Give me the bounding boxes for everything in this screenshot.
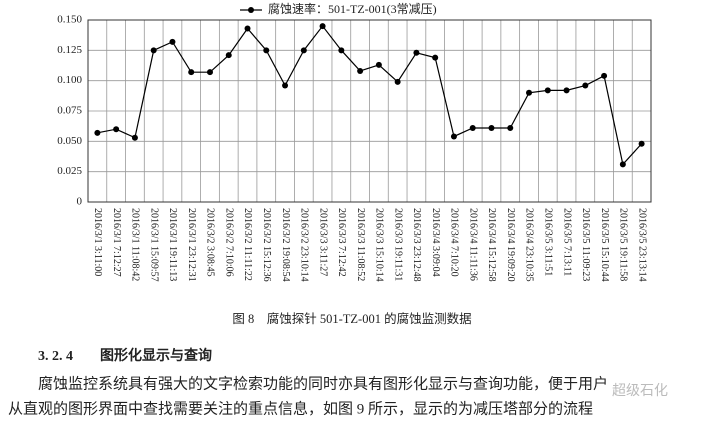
data-point <box>394 78 401 85</box>
data-point <box>225 52 232 59</box>
data-point <box>563 87 570 94</box>
data-point <box>526 89 533 96</box>
x-tick-label: 2016/3/2 23:10:14 <box>299 208 310 282</box>
data-point <box>375 61 382 68</box>
data-point <box>432 54 439 61</box>
data-point <box>338 47 345 54</box>
data-point <box>150 47 157 54</box>
data-point <box>319 23 326 30</box>
data-point <box>469 124 476 131</box>
x-tick-label: 2016/3/2 3:08:45 <box>205 208 216 277</box>
paragraph-line: 从直观的图形界面中查找需要关注的重点信息，如图 9 所示，显示的为减压塔部分的流… <box>8 400 593 417</box>
series-line <box>97 25 643 166</box>
x-tick-label: 2016/3/1 7:12:27 <box>111 208 122 277</box>
data-point <box>507 124 514 131</box>
data-point <box>450 133 457 140</box>
x-tick-label: 2016/3/3 7:12:42 <box>336 208 347 277</box>
data-point <box>488 124 495 131</box>
section-number: 3. 2. 4 <box>38 349 73 364</box>
x-tick-label: 2016/3/2 11:11:22 <box>242 208 253 281</box>
data-point <box>244 25 251 32</box>
x-tick-label: 2016/3/3 23:12:48 <box>411 208 422 282</box>
data-point <box>300 47 307 54</box>
x-tick-label: 2016/3/4 11:11:36 <box>467 208 478 281</box>
x-tick-label: 2016/3/3 19:11:31 <box>392 208 403 281</box>
x-tick-label: 2016/3/2 19:08:54 <box>280 208 291 282</box>
x-tick-label: 2016/3/1 23:12:31 <box>186 208 197 282</box>
y-tick-label: 0.100 <box>57 74 82 86</box>
y-tick-label: 0.150 <box>57 14 82 26</box>
data-point <box>263 47 270 54</box>
plot-frame <box>87 19 652 203</box>
data-point <box>357 67 364 74</box>
x-tick-label: 2016/3/4 3:09:04 <box>430 208 441 277</box>
data-point <box>188 69 195 76</box>
x-tick-label: 2016/3/5 3:11:51 <box>542 208 553 276</box>
x-tick-label: 2016/3/4 19:09:20 <box>505 208 516 282</box>
legend-marker <box>248 7 254 13</box>
y-tick-label: 0.125 <box>57 44 82 56</box>
x-tick-label: 2016/3/4 15:12:58 <box>486 208 497 282</box>
watermark: 超级石化 <box>612 383 668 399</box>
data-point <box>544 87 551 94</box>
x-tick-label: 2016/3/4 7:10:20 <box>449 208 460 277</box>
section-title: 图形化显示与查询 <box>100 347 212 364</box>
y-tick-label: 0.025 <box>57 165 82 177</box>
y-tick-label: 0.075 <box>57 105 82 117</box>
caption: 图 8 腐蚀探针 501-TZ-001 的腐蚀监测数据 <box>232 311 471 326</box>
x-tick-label: 2016/3/5 23:13:14 <box>636 208 647 282</box>
y-tick-label: 0.050 <box>57 135 82 147</box>
x-tick-label: 2016/3/1 3:11:00 <box>92 208 103 276</box>
data-point <box>413 49 420 56</box>
x-tick-label: 2016/3/3 15:10:14 <box>374 208 385 282</box>
x-tick-label: 2016/3/1 15:09:57 <box>148 208 159 282</box>
data-point <box>206 69 213 76</box>
x-tick-label: 2016/3/5 19:11:58 <box>618 208 629 281</box>
x-tick-label: 2016/3/5 11:09:23 <box>580 208 591 281</box>
x-tick-label: 2016/3/5 7:13:11 <box>561 208 572 276</box>
paragraph-line: 腐蚀监控系统具有强大的文字检索功能的同时亦具有图形化显示与查询功能，便于用户 <box>38 374 608 392</box>
x-tick-label: 2016/3/4 23:10:35 <box>524 208 535 282</box>
y-tick-label: 0 <box>77 196 83 208</box>
data-point <box>582 82 589 89</box>
x-tick-label: 2016/3/3 11:08:52 <box>355 208 366 281</box>
data-point <box>131 134 138 141</box>
data-point <box>94 129 101 136</box>
x-tick-label: 2016/3/1 11:08:42 <box>130 208 141 281</box>
data-point <box>619 161 626 168</box>
data-point <box>601 72 608 79</box>
data-point <box>113 126 120 133</box>
data-point <box>282 82 289 89</box>
legend-label: 腐蚀速率：501-TZ-001(3常减压) <box>268 1 437 16</box>
x-tick-label: 2016/3/2 7:10:06 <box>223 208 234 277</box>
x-tick-label: 2016/3/1 19:11:13 <box>167 208 178 281</box>
x-tick-label: 2016/3/3 3:11:27 <box>317 208 328 276</box>
x-tick-label: 2016/3/5 15:10:44 <box>599 208 610 282</box>
data-point <box>638 140 645 147</box>
x-tick-label: 2016/3/2 15:12:36 <box>261 208 272 282</box>
data-point <box>169 38 176 45</box>
